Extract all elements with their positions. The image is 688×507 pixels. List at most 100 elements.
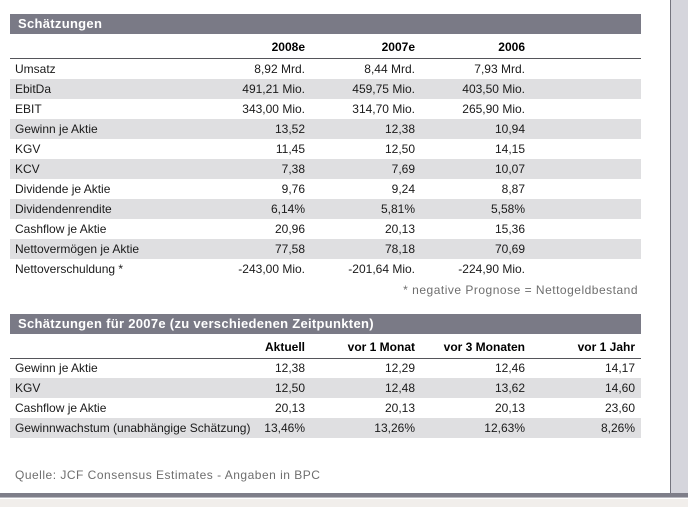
estimates-section-title: Schätzungen: [18, 16, 103, 31]
column-header-vor-1-monat: vor 1 Monat: [307, 333, 417, 359]
column-header-vor-3-monaten: vor 3 Monaten: [417, 333, 527, 359]
estimates-2007e-section-title: Schätzungen für 2007e (zu verschiedenen …: [18, 315, 374, 331]
estimates-table: 2008e 2007e 2006 Umsatz 8,92 Mrd. 8,44 M…: [10, 34, 641, 279]
row-label: Gewinn je Aktie: [15, 121, 98, 136]
row-label: KGV: [15, 141, 41, 156]
cell-value: 6,14%: [270, 201, 305, 216]
bottom-background-strip: [0, 499, 688, 507]
cell-value: 491,21 Mio.: [242, 81, 305, 96]
cell-value: 9,24: [391, 181, 415, 196]
row-label: Gewinn je Aktie: [15, 361, 98, 376]
column-header-vor-1-jahr: vor 1 Jahr: [527, 333, 637, 359]
cell-value: 20,13: [494, 401, 525, 415]
column-header-2006: 2006: [417, 34, 527, 59]
table-row: Cashflow je Aktie 20,13 20,13 20,13 23,6…: [10, 398, 641, 418]
table-row: Dividende je Aktie 9,76 9,24 8,87: [10, 179, 641, 199]
row-label: Gewinnwachstum (unabhängige Schätzung): [15, 421, 251, 435]
row-label: Cashflow je Aktie: [15, 401, 107, 415]
table-row: EbitDa 491,21 Mio. 459,75 Mio. 403,50 Mi…: [10, 78, 641, 99]
cell-value: 70,69: [494, 241, 525, 256]
cell-value: 12,63%: [484, 421, 525, 435]
cell-value: 20,96: [274, 221, 305, 236]
row-label: EbitDa: [15, 81, 52, 96]
table-row: KGV 12,50 12,48 13,62 14,60: [10, 378, 641, 398]
cell-value: 265,90 Mio.: [462, 101, 525, 116]
estimates-2007e-table: Aktuell vor 1 Monat vor 3 Monaten vor 1 …: [10, 333, 641, 438]
row-label: Dividende je Aktie: [15, 181, 111, 196]
cell-value: 12,38: [384, 121, 415, 136]
row-label: KCV: [15, 161, 40, 176]
cell-value: 20,13: [384, 221, 415, 236]
column-header-spacer: [527, 34, 641, 59]
cell-value: 12,38: [274, 361, 305, 376]
cell-value: 403,50 Mio.: [462, 81, 525, 96]
cell-value: 7,93 Mrd.: [474, 61, 525, 76]
estimates-section-header: Schätzungen: [10, 14, 641, 34]
row-label: KGV: [15, 381, 41, 395]
cell-value: 10,07: [494, 161, 525, 176]
row-label: Umsatz: [15, 61, 56, 76]
cell-value: 5,81%: [380, 201, 415, 216]
cell-value: -243,00 Mio.: [238, 261, 305, 276]
cell-value: 8,26%: [600, 421, 635, 435]
table-row: Nettovermögen je Aktie 77,58 78,18 70,69: [10, 238, 641, 259]
cell-value: 13,62: [494, 381, 525, 395]
cell-value: 10,94: [494, 121, 525, 136]
estimates-2007e-section-header: Schätzungen für 2007e (zu verschiedenen …: [10, 313, 641, 334]
cell-value: 12,46: [494, 361, 525, 376]
column-header-empty: [10, 34, 197, 59]
cell-value: 14,17: [604, 361, 635, 376]
source-text: Quelle: JCF Consensus Estimates - Angabe…: [15, 468, 321, 482]
cell-value: 459,75 Mio.: [352, 81, 415, 96]
column-header-empty: [10, 333, 197, 359]
table-row: KGV 11,45 12,50 14,15: [10, 139, 641, 159]
estimates-2007e-header-row: Aktuell vor 1 Monat vor 3 Monaten vor 1 …: [10, 333, 641, 359]
cell-value: 20,13: [274, 401, 305, 415]
row-label: EBIT: [15, 101, 42, 116]
cell-value: 12,48: [384, 381, 415, 395]
cell-value: 20,13: [384, 401, 415, 415]
cell-value: 12,50: [384, 141, 415, 156]
cell-value: 8,44 Mrd.: [364, 61, 415, 76]
cell-value: 9,76: [281, 181, 305, 196]
table-row: Gewinn je Aktie 12,38 12,29 12,46 14,17: [10, 358, 641, 378]
table-row: Nettoverschuldung * -243,00 Mio. -201,64…: [10, 259, 641, 279]
bottom-section-bar: [0, 493, 688, 498]
cell-value: 13,26%: [374, 421, 415, 435]
table-row: Umsatz 8,92 Mrd. 8,44 Mrd. 7,93 Mrd.: [10, 59, 641, 79]
cell-value: 77,58: [274, 241, 305, 256]
cell-value: 11,45: [275, 141, 305, 156]
cell-value: 12,29: [384, 361, 415, 376]
footnote-text: * negative Prognose = Nettogeldbestand: [403, 282, 638, 297]
table-row: Dividendenrendite 6,14% 5,81% 5,58%: [10, 198, 641, 219]
row-label: Nettovermögen je Aktie: [15, 241, 140, 256]
estimates-panel: Schätzungen 2008e 2007e 2006 Umsatz 8,92…: [10, 14, 641, 482]
column-header-aktuell: Aktuell: [197, 333, 307, 359]
cell-value: 7,69: [391, 161, 415, 176]
row-label: Nettoverschuldung *: [15, 261, 124, 276]
cell-value: 8,87: [501, 181, 525, 196]
table-row: Cashflow je Aktie 20,96 20,13 15,36: [10, 219, 641, 239]
table-row: Gewinnwachstum (unabhängige Schätzung) 1…: [10, 418, 641, 438]
table-row: KCV 7,38 7,69 10,07: [10, 158, 641, 179]
column-header-spacer: [637, 333, 641, 359]
estimates-table-header-row: 2008e 2007e 2006: [10, 34, 641, 59]
cell-value: 12,50: [274, 381, 305, 395]
cell-value: -224,90 Mio.: [458, 261, 525, 276]
table-row: EBIT 343,00 Mio. 314,70 Mio. 265,90 Mio.: [10, 99, 641, 119]
cell-value: 343,00 Mio.: [242, 101, 305, 116]
right-border-strip: [670, 0, 688, 493]
row-label: Cashflow je Aktie: [15, 221, 107, 236]
cell-value: -201,64 Mio.: [348, 261, 415, 276]
cell-value: 8,92 Mrd.: [254, 61, 305, 76]
cell-value: 314,70 Mio.: [352, 101, 415, 116]
row-label: Dividendenrendite: [15, 201, 112, 216]
cell-value: 15,36: [494, 221, 525, 236]
column-header-2008e: 2008e: [197, 34, 307, 59]
column-header-2007e: 2007e: [307, 34, 417, 59]
cell-value: 78,18: [384, 241, 415, 256]
cell-value: 5,58%: [490, 201, 525, 216]
cell-value: 14,15: [494, 141, 525, 156]
cell-value: 13,46%: [264, 421, 305, 435]
table-row: Gewinn je Aktie 13,52 12,38 10,94: [10, 118, 641, 139]
